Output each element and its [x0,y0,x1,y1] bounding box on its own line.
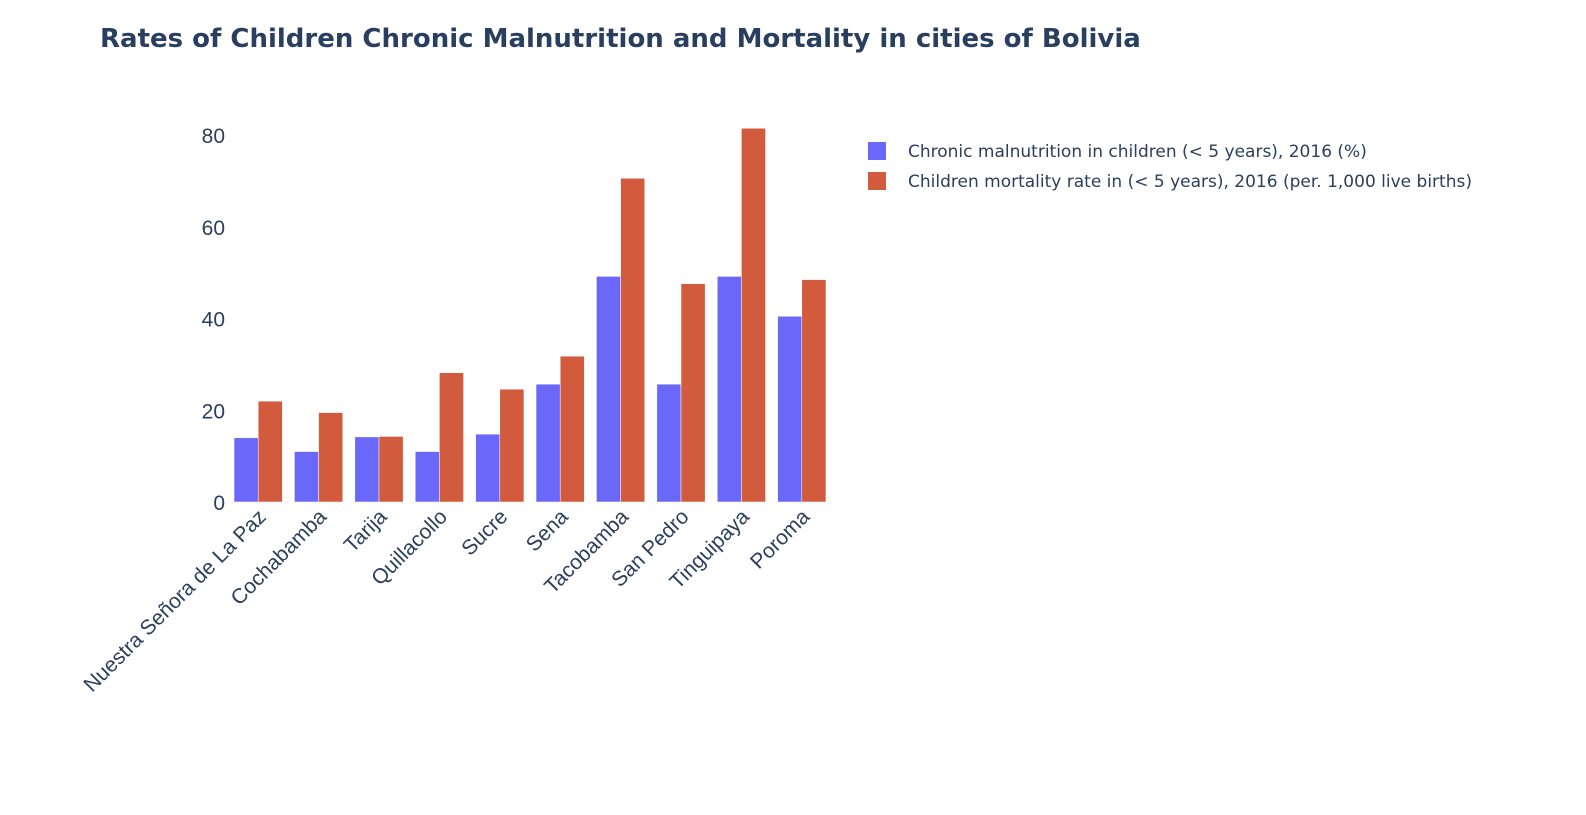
bar-series-1-3[interactable] [414,451,440,503]
legend-swatch-series-2 [868,172,886,190]
y-tick-label: 60 [202,217,225,240]
y-tick-label: 0 [213,492,225,515]
x-tick-label: Poroma [746,505,814,573]
bar-series-2-8[interactable] [741,128,766,503]
bar-series-2-4[interactable] [499,388,525,503]
x-tick-label: Sena [522,505,573,556]
x-tick-label: Sucre [457,505,512,560]
bar-series-2-1[interactable] [318,412,344,503]
bar-series-1-8[interactable] [716,276,742,503]
bar-series-1-6[interactable] [596,276,621,503]
bar-series-1-9[interactable] [777,316,803,503]
legend-item-series-1[interactable]: Chronic malnutrition in children (< 5 ye… [868,142,1367,162]
bar-series-1-4[interactable] [475,433,501,503]
bar-series-1-5[interactable] [535,383,561,503]
x-tick-label: Tarija [340,505,392,557]
legend[interactable]: Chronic malnutrition in children (< 5 ye… [868,142,1472,192]
bar-series-1-7[interactable] [656,383,682,503]
bar-series-2-6[interactable] [620,178,646,503]
legend-label-series-2: Children mortality rate in (< 5 years), … [908,172,1472,192]
y-tick-label: 20 [202,400,225,423]
y-tick-label: 40 [202,309,225,332]
bar-series-1-1[interactable] [294,451,319,503]
bar-series-2-2[interactable] [378,436,404,503]
bar-series-2-9[interactable] [801,279,827,503]
bar-series-1-0[interactable] [233,437,259,503]
chart-title: Rates of Children Chronic Malnutrition a… [100,24,1141,54]
legend-swatch-series-1 [868,142,886,160]
legend-label-series-1: Chronic malnutrition in children (< 5 ye… [908,142,1367,162]
bar-series-2-7[interactable] [680,283,706,503]
bar-series-2-0[interactable] [257,400,283,503]
bar-series-1-2[interactable] [354,436,380,503]
legend-item-series-2[interactable]: Children mortality rate in (< 5 years), … [868,172,1472,192]
bar-series-2-5[interactable] [559,355,585,503]
bars-layer [233,128,827,503]
y-axis: 0 20 40 60 80 [202,125,225,515]
y-tick-label: 80 [202,125,225,148]
bar-series-2-3[interactable] [439,372,464,503]
